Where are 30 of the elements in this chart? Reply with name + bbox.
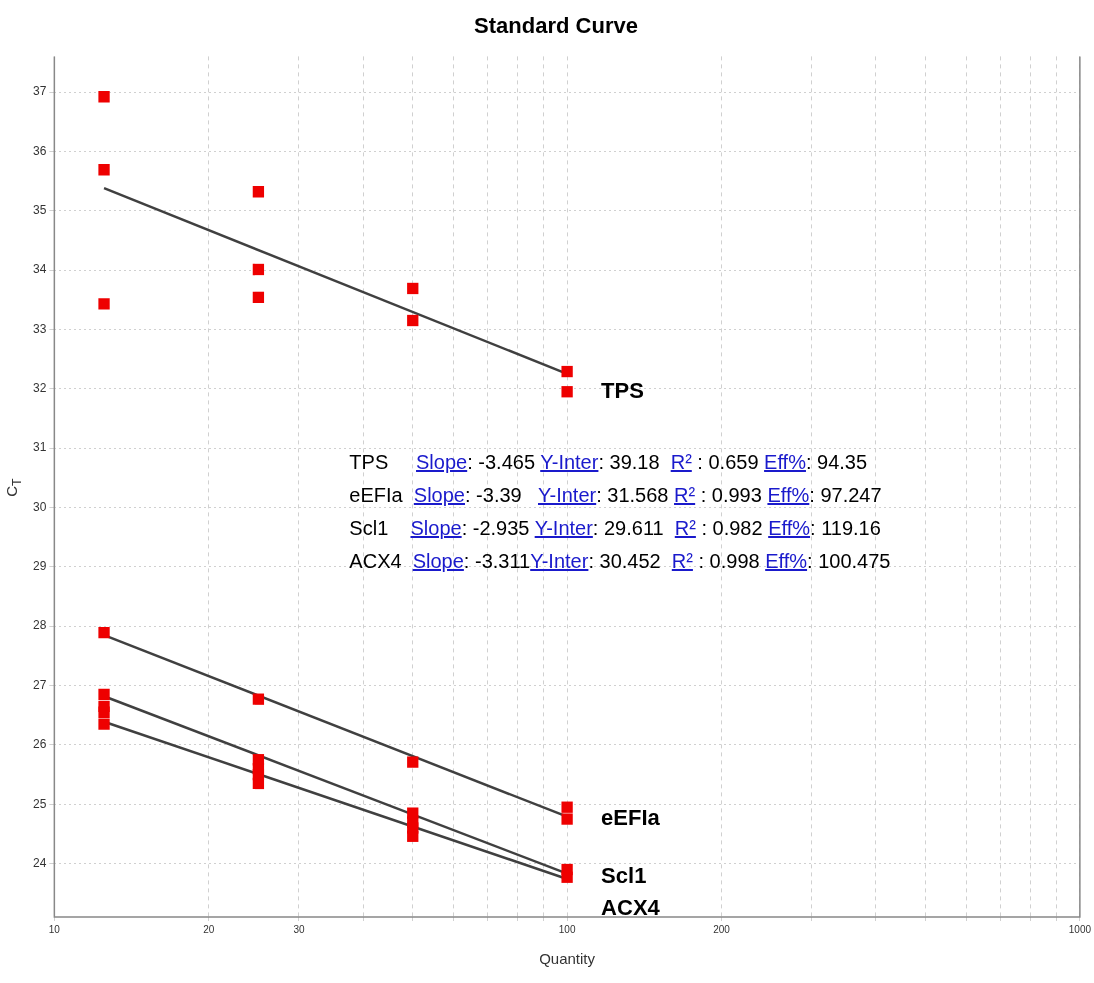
y-tick-label: 36 [32, 143, 47, 158]
y-tick-label: 32 [32, 381, 47, 396]
y-tick-label: 25 [32, 796, 47, 811]
y-tick-label: 33 [32, 321, 47, 336]
x-tick-label: 20 [203, 923, 215, 935]
y-tick-label: 35 [32, 203, 47, 218]
y-tick-label: 29 [32, 559, 47, 574]
text: Scl1 Slope: -2.935 Y-Inter: 29.611 R² : 0.982 Eff%: 119.16 [349, 517, 881, 540]
chart-title: Standard Curve [474, 13, 638, 39]
y-tick-label: 30 [32, 499, 47, 514]
y-tick-label: 28 [32, 618, 47, 633]
series-label: TPS [601, 377, 644, 403]
x-tick-label: 30 [293, 923, 305, 935]
x-tick-label: 10 [48, 923, 61, 935]
text: ACX4 Slope: -3.311Y-Inter: 30.452 R² : 0.998 Eff%: 100.475 [349, 550, 891, 573]
series-label: eEFIa [601, 805, 661, 831]
y-tick-label: 31 [32, 440, 47, 455]
x-tick-label: 100 [558, 923, 576, 935]
y-tick-label: 27 [32, 677, 47, 692]
y-tick-label: 24 [32, 855, 47, 870]
y-tick-label: 37 [32, 84, 47, 99]
y-tick-label: 26 [32, 737, 47, 752]
text: eEFIa Slope: -3.39 Y-Inter: 31.568 R² : 0.993 Eff%: 97.247 [349, 484, 882, 507]
series-label: Scl1 [601, 863, 647, 889]
x-tick-label: 1000 [1068, 923, 1092, 935]
series-label: ACX4 [601, 895, 661, 921]
y-tick-label: 34 [32, 262, 47, 277]
x-tick-label: 200 [713, 923, 731, 935]
x-axis-title: Quantity [539, 950, 596, 968]
text: TPS Slope: -3.465 Y-Inter: 39.18 R² : 0.659 Eff%: 94.35 [349, 451, 868, 474]
